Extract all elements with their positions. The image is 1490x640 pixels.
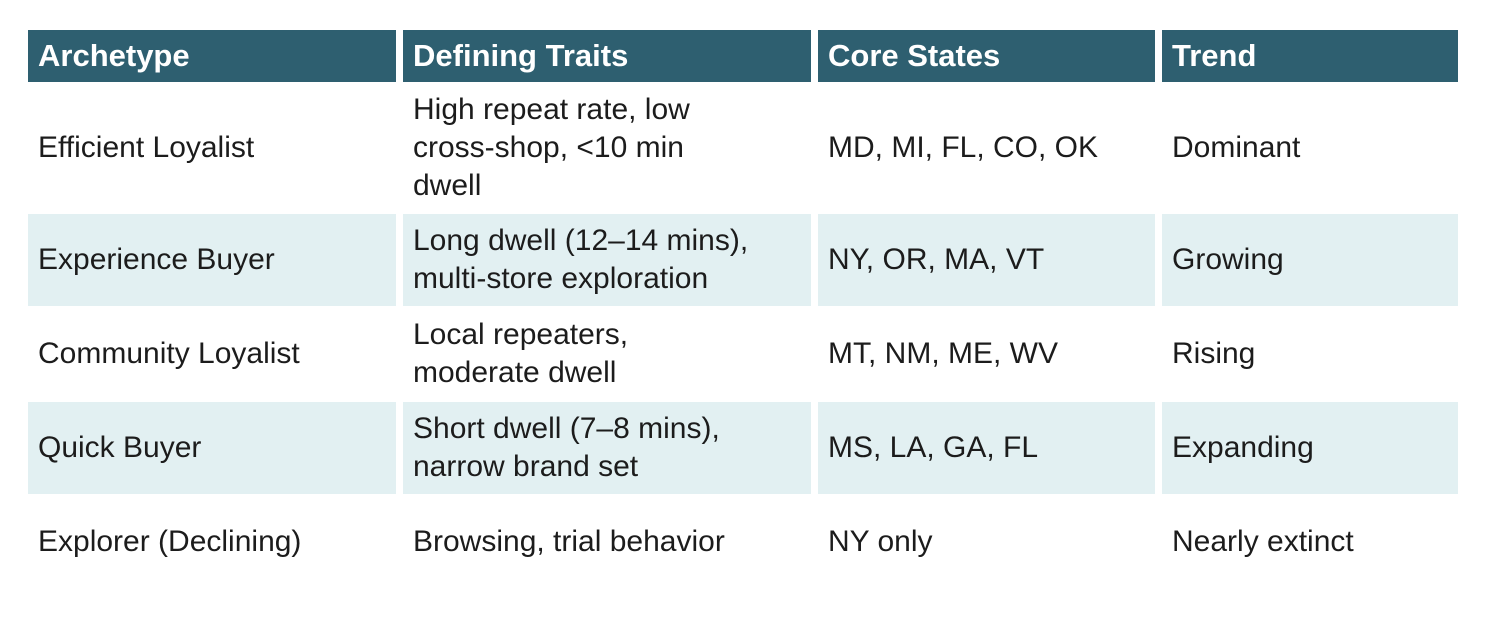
archetype-table: Archetype Defining Traits Core States Tr…	[28, 30, 1458, 590]
table-row: Experience Buyer Long dwell (12–14 mins)…	[28, 214, 1458, 306]
cell-trend: Rising	[1162, 306, 1458, 402]
cell-trend: Expanding	[1162, 402, 1458, 494]
cell-defining-traits: Browsing, trial behavior	[403, 494, 818, 590]
header-cell-archetype: Archetype	[28, 30, 403, 82]
cell-defining-traits: Local repeaters, moderate dwell	[403, 306, 818, 402]
cell-archetype: Explorer (Declining)	[28, 494, 403, 590]
header-cell-core-states: Core States	[818, 30, 1162, 82]
cell-core-states: MD, MI, FL, CO, OK	[818, 82, 1162, 214]
cell-defining-traits: Long dwell (12–14 mins), multi-store exp…	[403, 214, 818, 306]
header-cell-defining-traits: Defining Traits	[403, 30, 818, 82]
cell-core-states: NY only	[818, 494, 1162, 590]
cell-trend: Nearly extinct	[1162, 494, 1458, 590]
cell-archetype: Community Loyalist	[28, 306, 403, 402]
cell-archetype: Experience Buyer	[28, 214, 403, 306]
cell-defining-traits: Short dwell (7–8 mins), narrow brand set	[403, 402, 818, 494]
cell-core-states: MS, LA, GA, FL	[818, 402, 1162, 494]
table-row: Quick Buyer Short dwell (7–8 mins), narr…	[28, 402, 1458, 494]
header-cell-trend: Trend	[1162, 30, 1458, 82]
cell-archetype: Efficient Loyalist	[28, 82, 403, 214]
table-row: Efficient Loyalist High repeat rate, low…	[28, 82, 1458, 214]
cell-archetype: Quick Buyer	[28, 402, 403, 494]
cell-core-states: NY, OR, MA, VT	[818, 214, 1162, 306]
archetype-table-grid: Archetype Defining Traits Core States Tr…	[28, 30, 1458, 590]
header-row: Archetype Defining Traits Core States Tr…	[28, 30, 1458, 82]
table-row: Explorer (Declining) Browsing, trial beh…	[28, 494, 1458, 590]
cell-defining-traits: High repeat rate, low cross-shop, <10 mi…	[403, 82, 818, 214]
cell-core-states: MT, NM, ME, WV	[818, 306, 1162, 402]
table-row: Community Loyalist Local repeaters, mode…	[28, 306, 1458, 402]
cell-trend: Growing	[1162, 214, 1458, 306]
cell-trend: Dominant	[1162, 82, 1458, 214]
